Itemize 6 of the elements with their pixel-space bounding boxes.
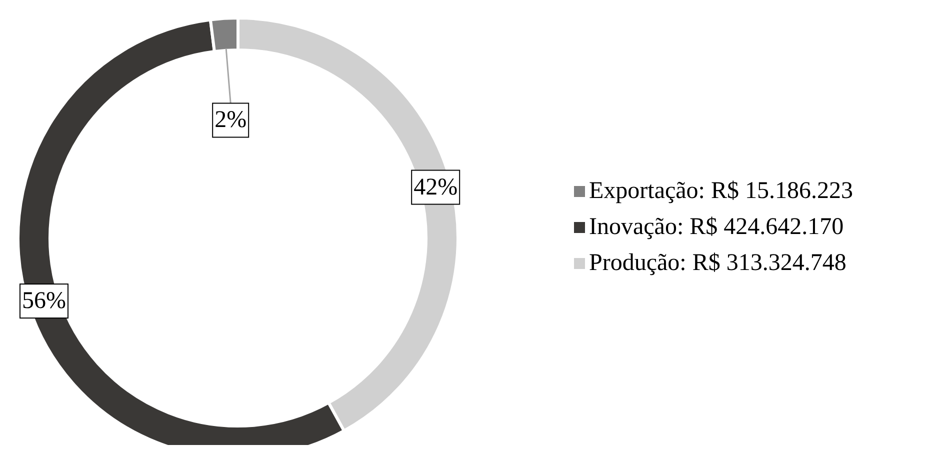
legend-label: Exportação: R$ 15.186.223 [589,178,853,204]
data-label: 2% [214,107,247,134]
legend-label: Produção: R$ 313.324.748 [589,250,846,276]
data-label: 42% [414,174,458,200]
legend-label: Inovação: R$ 424.642.170 [589,214,844,240]
data-label: 56% [22,288,66,314]
